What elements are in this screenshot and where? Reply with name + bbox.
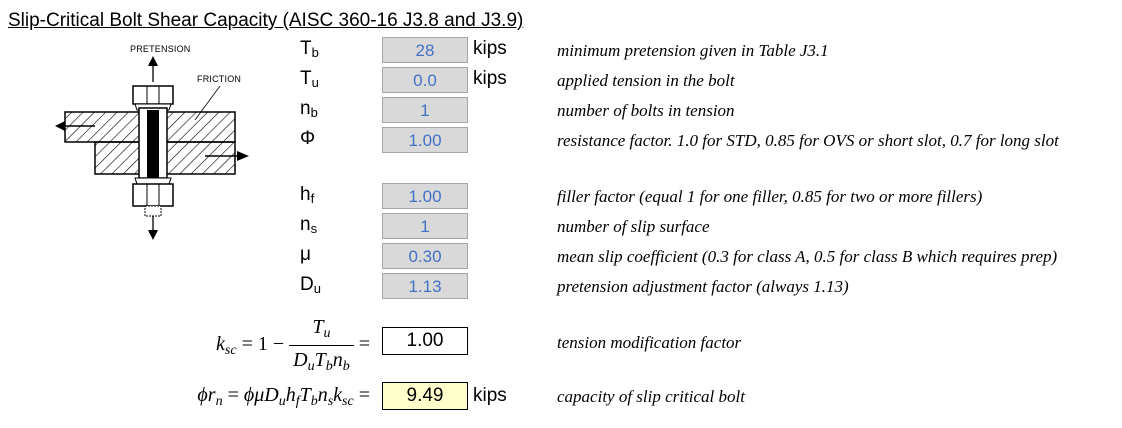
friction-label: FRICTION — [197, 74, 241, 84]
input-nb[interactable]: 1 — [382, 97, 468, 123]
symbol-tu: Tu — [300, 68, 319, 90]
desc-nb: number of bolts in tension — [557, 101, 735, 120]
slip-critical-bolt-diagram: PRETENSION FRICTION — [55, 44, 249, 240]
symbol-phi: Φ — [300, 128, 316, 149]
desc-ksc: tension modification factor — [557, 333, 742, 352]
input-tb[interactable]: 28 — [382, 37, 468, 63]
desc-ns: number of slip surface — [557, 217, 710, 236]
symbol-ns: ns — [300, 214, 318, 236]
input-tu[interactable]: 0.0 — [382, 67, 468, 93]
symbol-tb: Tb — [300, 38, 319, 60]
desc-mu: mean slip coefficient (0.3 for class A, … — [557, 247, 1058, 266]
input-hf[interactable]: 1.00 — [382, 183, 468, 209]
symbol-hf: hf — [300, 184, 315, 206]
desc-hf: filler factor (equal 1 for one filler, 0… — [557, 187, 983, 206]
desc-phi: resistance factor. 1.0 for STD, 0.85 for… — [557, 131, 1059, 150]
symbol-du: Du — [300, 274, 321, 296]
desc-du: pretension adjustment factor (always 1.1… — [557, 277, 849, 296]
input-phi[interactable]: 1.00 — [382, 127, 468, 153]
symbol-mu: μ — [300, 244, 311, 265]
input-mu[interactable]: 0.30 — [382, 243, 468, 269]
symbol-nb: nb — [300, 98, 318, 120]
desc-tb: minimum pretension given in Table J3.1 — [557, 41, 829, 60]
capacity-result: 9.49 — [382, 382, 468, 410]
ksc-result: 1.00 — [382, 327, 468, 355]
capacity-formula: ϕrn = ϕμDuhfTbnsksc = — [197, 384, 370, 409]
desc-tu: applied tension in the bolt — [557, 71, 735, 90]
input-du[interactable]: 1.13 — [382, 273, 468, 299]
unit-tb: kips — [473, 38, 507, 59]
page-title: Slip-Critical Bolt Shear Capacity (AISC … — [8, 10, 524, 31]
desc-capacity: capacity of slip critical bolt — [557, 387, 745, 406]
unit-tu: kips — [473, 68, 507, 89]
input-ns[interactable]: 1 — [382, 213, 468, 239]
unit-capacity: kips — [473, 385, 507, 406]
pretension-label: PRETENSION — [130, 44, 191, 54]
ksc-formula: ksc = 1 − Tu DuTbnb = — [216, 316, 370, 374]
